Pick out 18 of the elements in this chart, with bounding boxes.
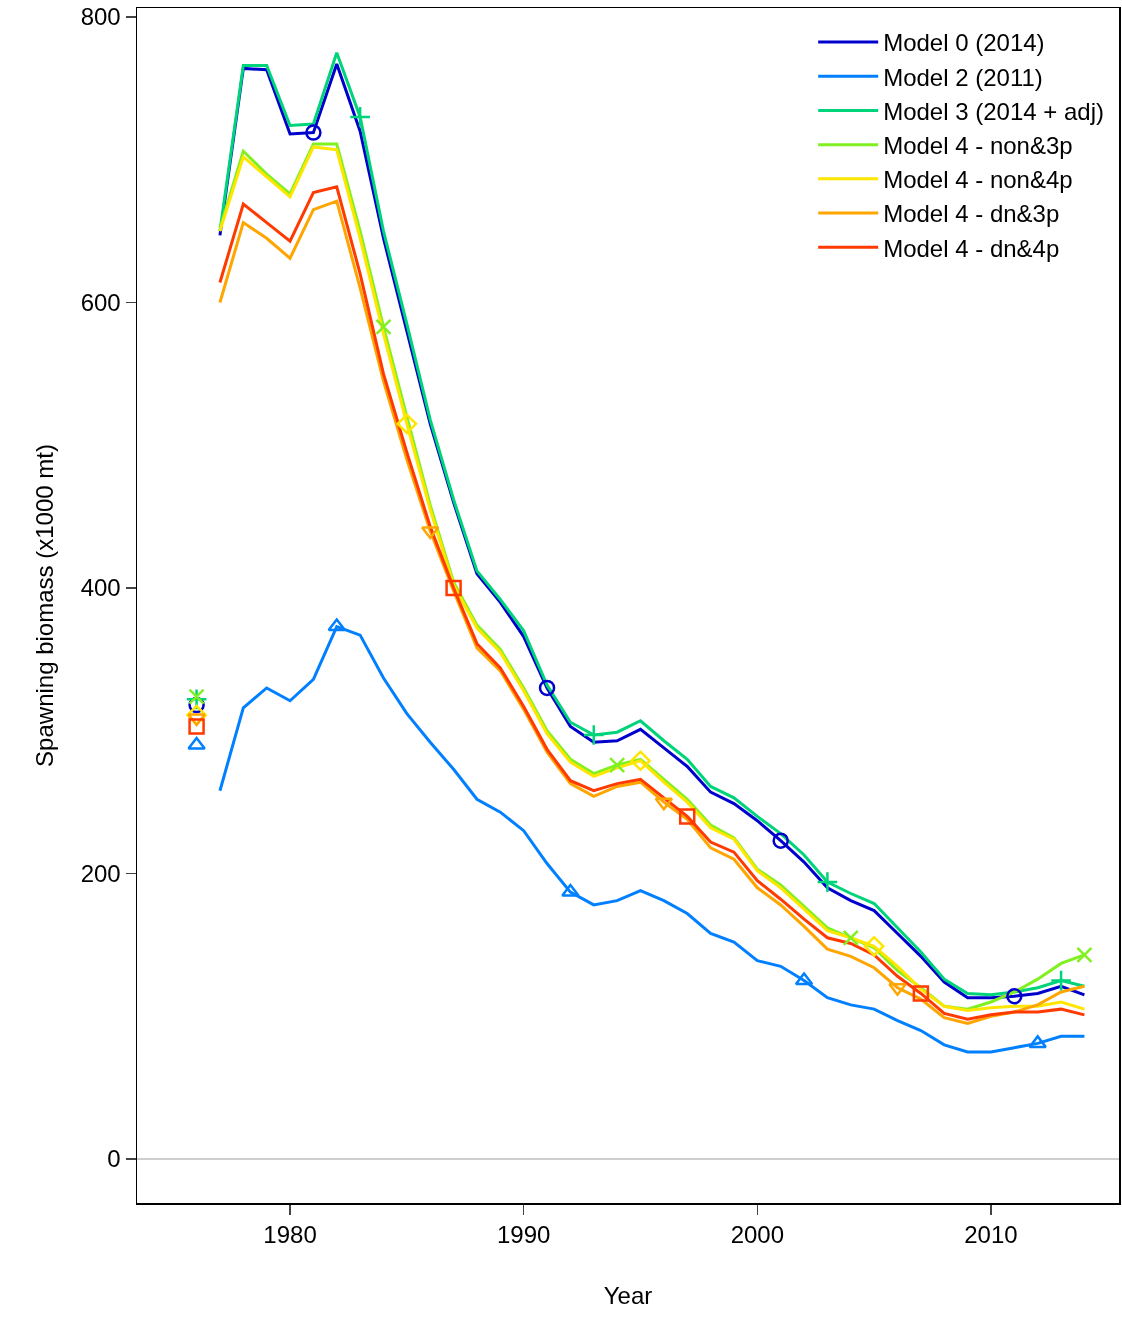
x-tick-label: 2000 [730,1221,785,1249]
y-tick-label: 600 [80,288,121,316]
x-tick-label: 1990 [496,1221,551,1249]
y-axis-title: Spawning biomass (x1000 mt) [31,444,58,767]
legend-label: Model 4 - dn&3p [883,200,1060,228]
legend-label: Model 3 (2014 + adj) [883,97,1104,125]
y-tick-label: 0 [107,1145,121,1173]
y-tick-label: 800 [80,3,121,31]
legend-label: Model 4 - non&3p [883,132,1073,160]
y-tick-label: 200 [80,859,121,887]
legend-label: Model 2 (2011) [883,63,1043,91]
legend-label: Model 4 - dn&4p [883,234,1060,262]
legend-label: Model 4 - non&4p [883,166,1073,194]
y-tick-label: 400 [80,574,121,602]
x-tick-label: 2010 [964,1221,1018,1249]
x-tick-label: 1980 [263,1221,317,1249]
legend-label: Model 0 (2014) [883,29,1045,57]
x-axis-title: Year [603,1282,653,1310]
